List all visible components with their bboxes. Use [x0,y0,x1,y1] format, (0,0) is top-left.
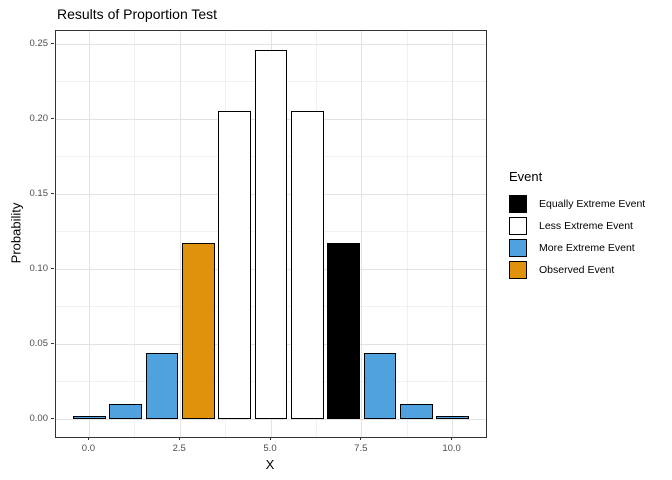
x-tick-label: 10.0 [442,443,461,454]
legend: Event Equally Extreme Event Less Extreme … [509,169,669,283]
legend-swatch [509,261,527,279]
bar-x5 [254,49,288,419]
y-tick-label: 0.15 [29,188,49,200]
bar-x3 [182,243,215,419]
legend-swatch [509,239,527,257]
legend-entry: More Extreme Event [509,239,669,257]
bar-x0 [73,416,106,419]
legend-label: Equally Extreme Event [539,198,646,210]
y-axis-title: Probability [8,202,24,264]
legend-label: Observed Event [539,264,615,276]
gridline-major-x [179,31,181,437]
gridline-major-x [361,31,363,437]
x-tick-label: 2.5 [172,443,186,454]
legend-entry: Observed Event [509,261,669,279]
legend-title: Event [509,169,543,184]
bar-x7 [327,243,360,419]
bar-x10 [436,416,469,419]
legend-swatch [509,217,527,235]
y-tick-mark [50,192,54,194]
legend-label: Less Extreme Event [539,220,633,232]
legend-swatch [509,195,527,213]
y-tick-mark [50,42,54,44]
bar-x1 [109,404,143,419]
y-tick-label: 0.10 [29,263,49,275]
y-tick-label: 0.25 [29,38,49,50]
legend-label: More Extreme Event [539,242,635,254]
x-tick-mark [269,437,271,441]
bar-x9 [399,404,433,419]
x-tick-label: 7.5 [354,443,368,454]
gridline-minor-x [134,31,136,437]
x-tick-mark [451,437,453,441]
plot-title: Results of Proportion Test [57,6,218,22]
bar-x6 [290,111,324,419]
y-tick-mark [50,417,54,419]
x-tick-label: 5.0 [263,443,277,454]
gridline-minor-x [406,31,408,437]
y-tick-label: 0.05 [29,338,49,349]
y-tick-label: 0.00 [29,413,49,424]
x-tick-mark [178,437,180,441]
bar-x4 [218,111,251,419]
y-tick-label: 0.20 [29,113,49,125]
bar-x8 [363,353,397,419]
legend-entry: Equally Extreme Event [509,195,669,213]
x-tick-mark [87,437,89,441]
gridline-major-x [88,31,90,437]
gridline-major-x [452,31,454,437]
bar-x2 [145,353,179,419]
x-axis-title: X [265,457,275,472]
x-tick-mark [360,437,362,441]
y-tick-mark [50,117,54,119]
y-tick-mark [50,267,54,269]
legend-entries: Equally Extreme Event Less Extreme Event M… [509,195,669,279]
x-tick-label: 0.0 [81,443,96,454]
legend-entry: Less Extreme Event [509,217,669,235]
plot-panel [55,30,487,438]
y-tick-mark [50,342,54,344]
